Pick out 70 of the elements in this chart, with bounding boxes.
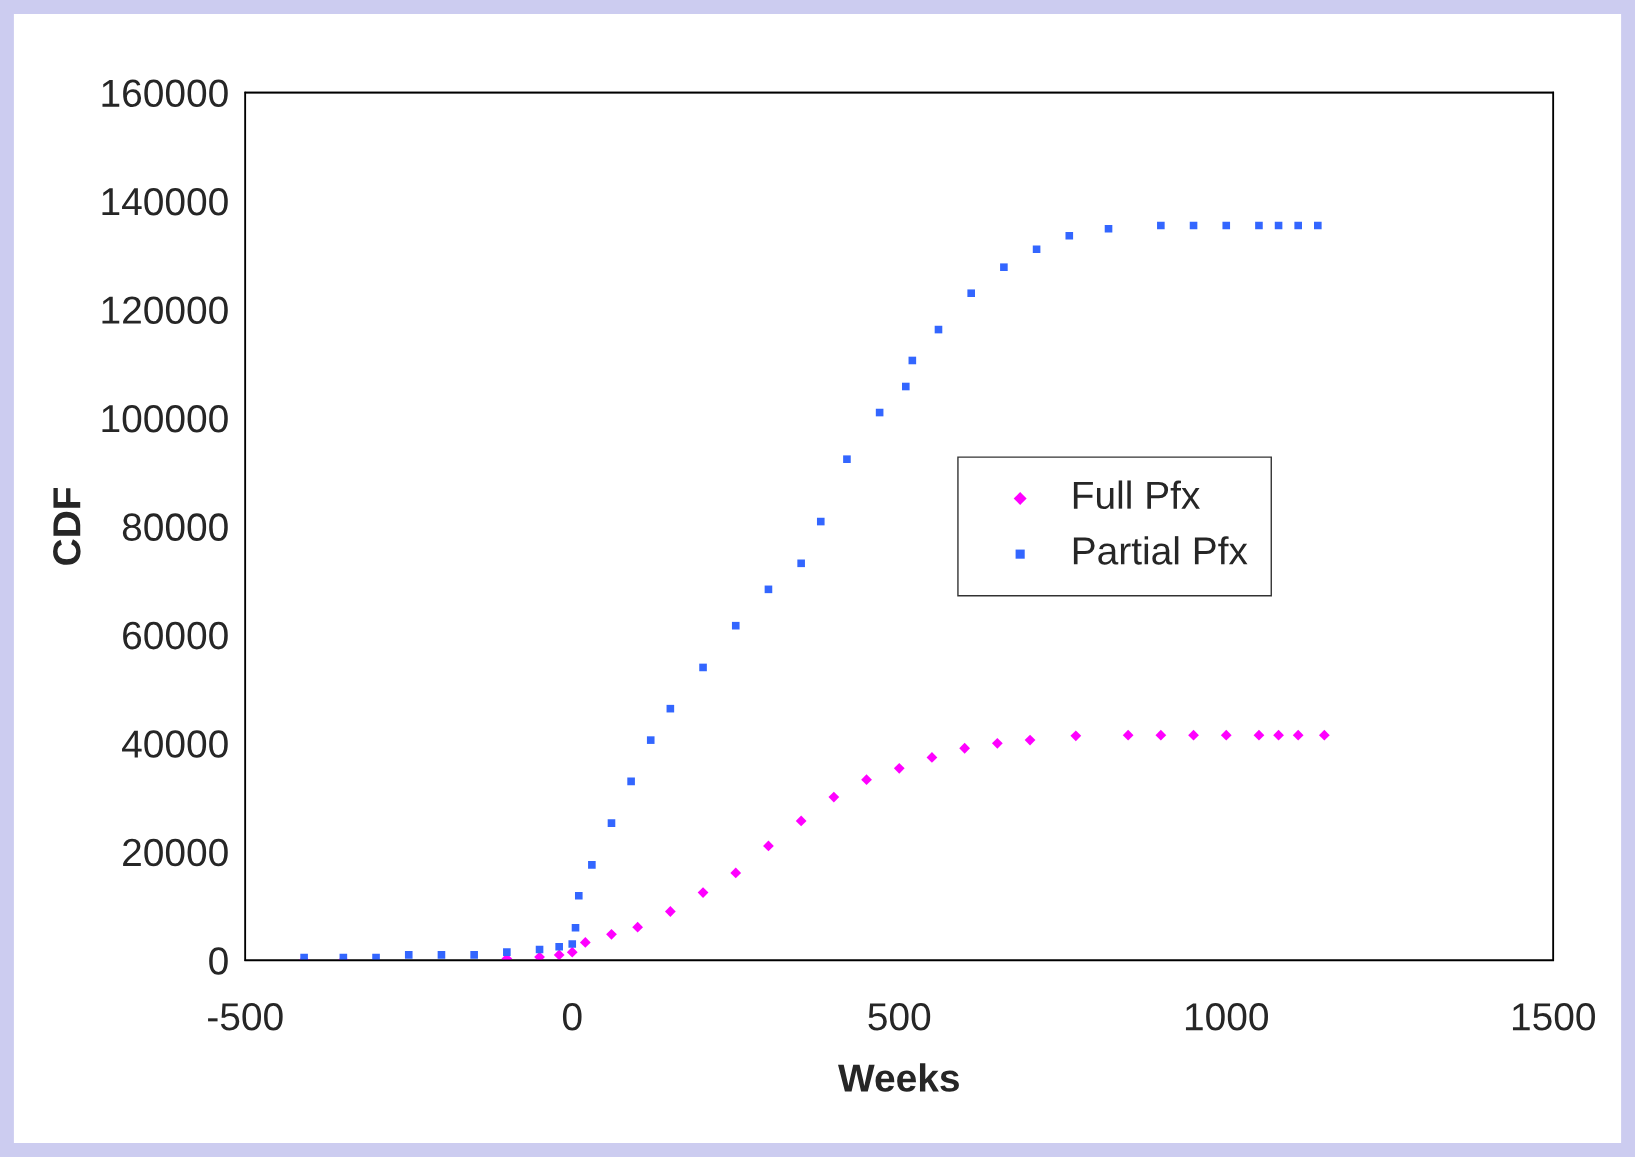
point <box>470 951 478 959</box>
point <box>372 953 380 961</box>
point <box>1065 231 1074 240</box>
point <box>1314 221 1322 230</box>
point <box>1318 729 1330 741</box>
x-tick-label: 1000 <box>1185 1003 1268 1031</box>
point <box>607 819 616 827</box>
y-tick-label: 140000 <box>102 187 228 216</box>
point <box>1024 734 1036 746</box>
point <box>568 940 577 948</box>
point <box>646 736 655 744</box>
point <box>843 455 851 463</box>
x-tick-label: 500 <box>868 1003 931 1031</box>
point <box>404 951 413 959</box>
point <box>566 946 578 958</box>
y-axis-title: CDF <box>53 487 81 565</box>
point <box>959 742 971 754</box>
point <box>1292 729 1304 741</box>
point <box>1157 221 1165 230</box>
point <box>1294 221 1302 230</box>
legend-label: Full Pfx <box>1073 480 1200 510</box>
point <box>437 951 446 959</box>
point <box>861 774 872 786</box>
point <box>1220 729 1232 741</box>
point <box>555 942 563 951</box>
y-tick-label: 0 <box>209 947 228 975</box>
point <box>606 928 617 940</box>
y-tick-label: 80000 <box>122 513 228 541</box>
point <box>1000 263 1008 271</box>
point <box>730 867 742 879</box>
point <box>553 949 565 961</box>
point <box>1188 729 1199 741</box>
x-tick-label: -500 <box>208 1003 283 1031</box>
point <box>797 559 805 568</box>
point <box>1155 729 1167 741</box>
y-tick-label: 100000 <box>102 404 228 433</box>
point <box>632 921 644 933</box>
point <box>1032 245 1041 254</box>
point <box>579 937 591 948</box>
point <box>574 891 583 900</box>
x-tick-label: 0 <box>562 1003 582 1031</box>
y-tick-label: 20000 <box>123 838 228 867</box>
point <box>588 861 596 869</box>
point <box>1273 729 1284 741</box>
y-tick-label: 40000 <box>122 730 228 758</box>
point <box>901 382 910 391</box>
y-tick-label: 120000 <box>102 296 228 324</box>
point <box>795 815 807 827</box>
y-tick-label: 160000 <box>102 79 228 108</box>
point <box>828 791 840 803</box>
point <box>1222 221 1231 230</box>
point <box>699 663 707 672</box>
point <box>731 621 740 630</box>
point <box>1255 221 1263 230</box>
point <box>627 777 635 786</box>
legend-label: Partial Pfx <box>1073 536 1248 565</box>
point <box>664 906 676 917</box>
point <box>1070 730 1082 742</box>
point <box>571 923 580 932</box>
point <box>893 762 905 774</box>
point <box>967 289 975 298</box>
point <box>991 737 1003 749</box>
point <box>1122 729 1134 741</box>
x-tick-label: 1500 <box>1512 1003 1595 1031</box>
point <box>816 517 825 526</box>
point <box>1253 729 1265 741</box>
point <box>763 840 774 852</box>
point <box>503 948 511 956</box>
x-axis-title: Weeks <box>838 1063 959 1092</box>
y-tick-label: 60000 <box>123 621 228 650</box>
